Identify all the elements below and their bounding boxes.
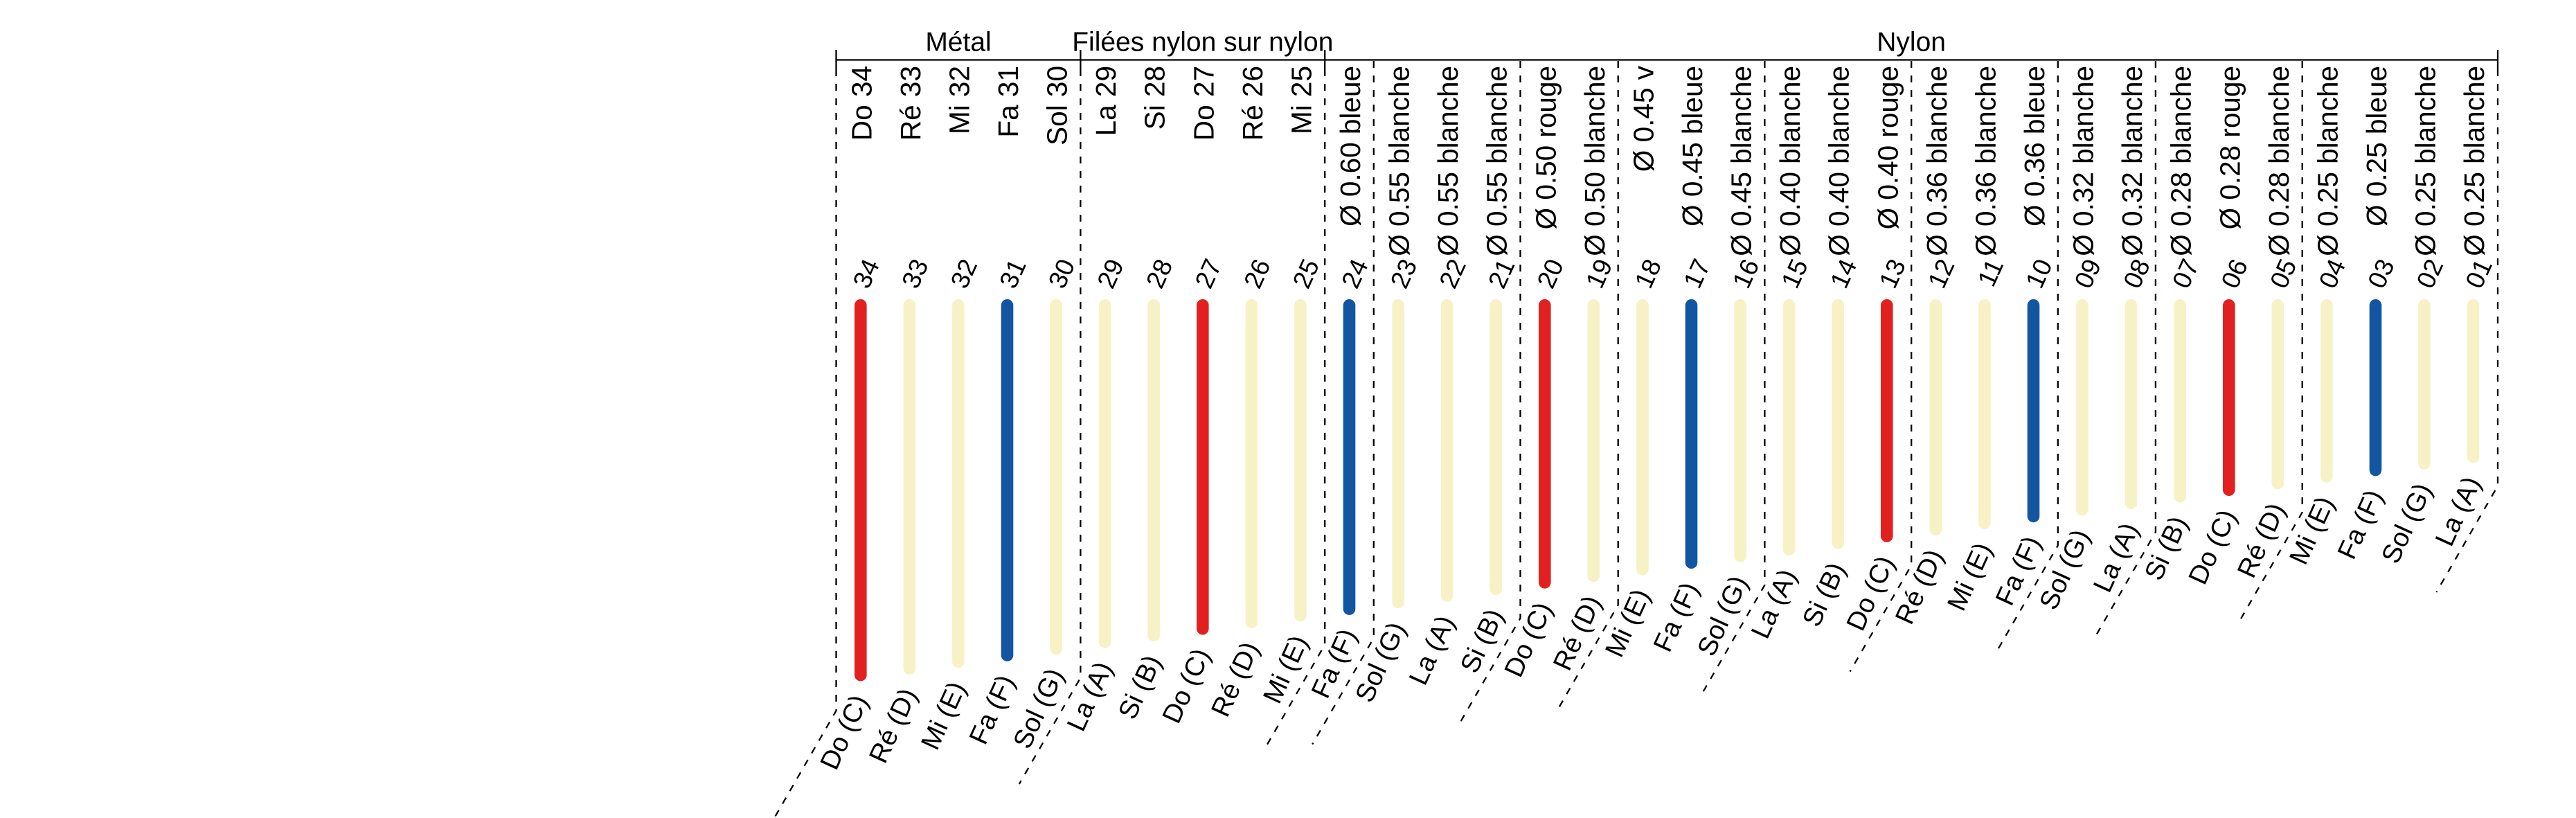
svg-text:Ø 0.32 blanche: Ø 0.32 blanche (2068, 66, 2100, 256)
svg-text:Ø 0.50 rouge: Ø 0.50 rouge (1530, 66, 1562, 229)
svg-text:Ø 0.60 bleue: Ø 0.60 bleue (1334, 66, 1366, 226)
svg-text:Ø 0.55 blanche: Ø 0.55 blanche (1384, 66, 1415, 256)
svg-text:Ø 0.28 blanche: Ø 0.28 blanche (2165, 66, 2197, 256)
svg-text:Nylon: Nylon (1877, 28, 1946, 57)
svg-text:Sol 30: Sol 30 (1041, 66, 1073, 145)
svg-text:Ø 0.32 blanche: Ø 0.32 blanche (2116, 66, 2148, 256)
svg-text:Ø 0.36 blanche: Ø 0.36 blanche (1969, 66, 2001, 256)
svg-text:Ø 0.25 blanche: Ø 0.25 blanche (2311, 66, 2343, 256)
svg-text:Ø 0.36 bleue: Ø 0.36 bleue (2019, 66, 2050, 226)
svg-text:Filées nylon sur nylon: Filées nylon sur nylon (1072, 28, 1333, 57)
svg-text:Do 34: Do 34 (846, 66, 877, 141)
svg-text:Ø 0.28 blanche: Ø 0.28 blanche (2263, 66, 2295, 256)
svg-text:Ø 0.25 blanche: Ø 0.25 blanche (2410, 66, 2442, 256)
svg-text:Ø 0.45 blanche: Ø 0.45 blanche (1726, 66, 1757, 256)
svg-text:Ré 33: Ré 33 (895, 66, 927, 141)
svg-text:Ø 0.55 blanche: Ø 0.55 blanche (1481, 66, 1513, 256)
svg-text:Ø 0.40 blanche: Ø 0.40 blanche (1774, 66, 1806, 256)
svg-text:Ø 0.40 blanche: Ø 0.40 blanche (1823, 66, 1855, 256)
svg-text:Ø 0.25 blanche: Ø 0.25 blanche (2458, 66, 2490, 256)
svg-text:Ø 0.36 blanche: Ø 0.36 blanche (1921, 66, 1953, 256)
svg-text:Si 28: Si 28 (1139, 66, 1171, 130)
svg-text:Ré 26: Ré 26 (1237, 66, 1269, 141)
svg-text:La 29: La 29 (1090, 66, 1122, 136)
svg-text:Ø 0.28 rouge: Ø 0.28 rouge (2214, 66, 2246, 229)
svg-text:Ø 0.40 rouge: Ø 0.40 rouge (1872, 66, 1904, 229)
svg-text:Do 27: Do 27 (1188, 66, 1219, 141)
svg-text:Ø 0.50 blanche: Ø 0.50 blanche (1579, 66, 1611, 256)
svg-text:Mi 25: Mi 25 (1285, 66, 1317, 134)
svg-text:Mi 32: Mi 32 (943, 66, 975, 134)
svg-text:Ø 0.45 bleue: Ø 0.45 bleue (1676, 66, 1708, 226)
svg-text:Ø 0.25 bleue: Ø 0.25 bleue (2361, 66, 2392, 226)
svg-text:Métal: Métal (925, 28, 991, 57)
svg-text:Ø 0.45 v: Ø 0.45 v (1627, 65, 1659, 172)
svg-text:Fa 31: Fa 31 (992, 66, 1024, 138)
svg-text:Ø 0.55 blanche: Ø 0.55 blanche (1432, 66, 1464, 256)
